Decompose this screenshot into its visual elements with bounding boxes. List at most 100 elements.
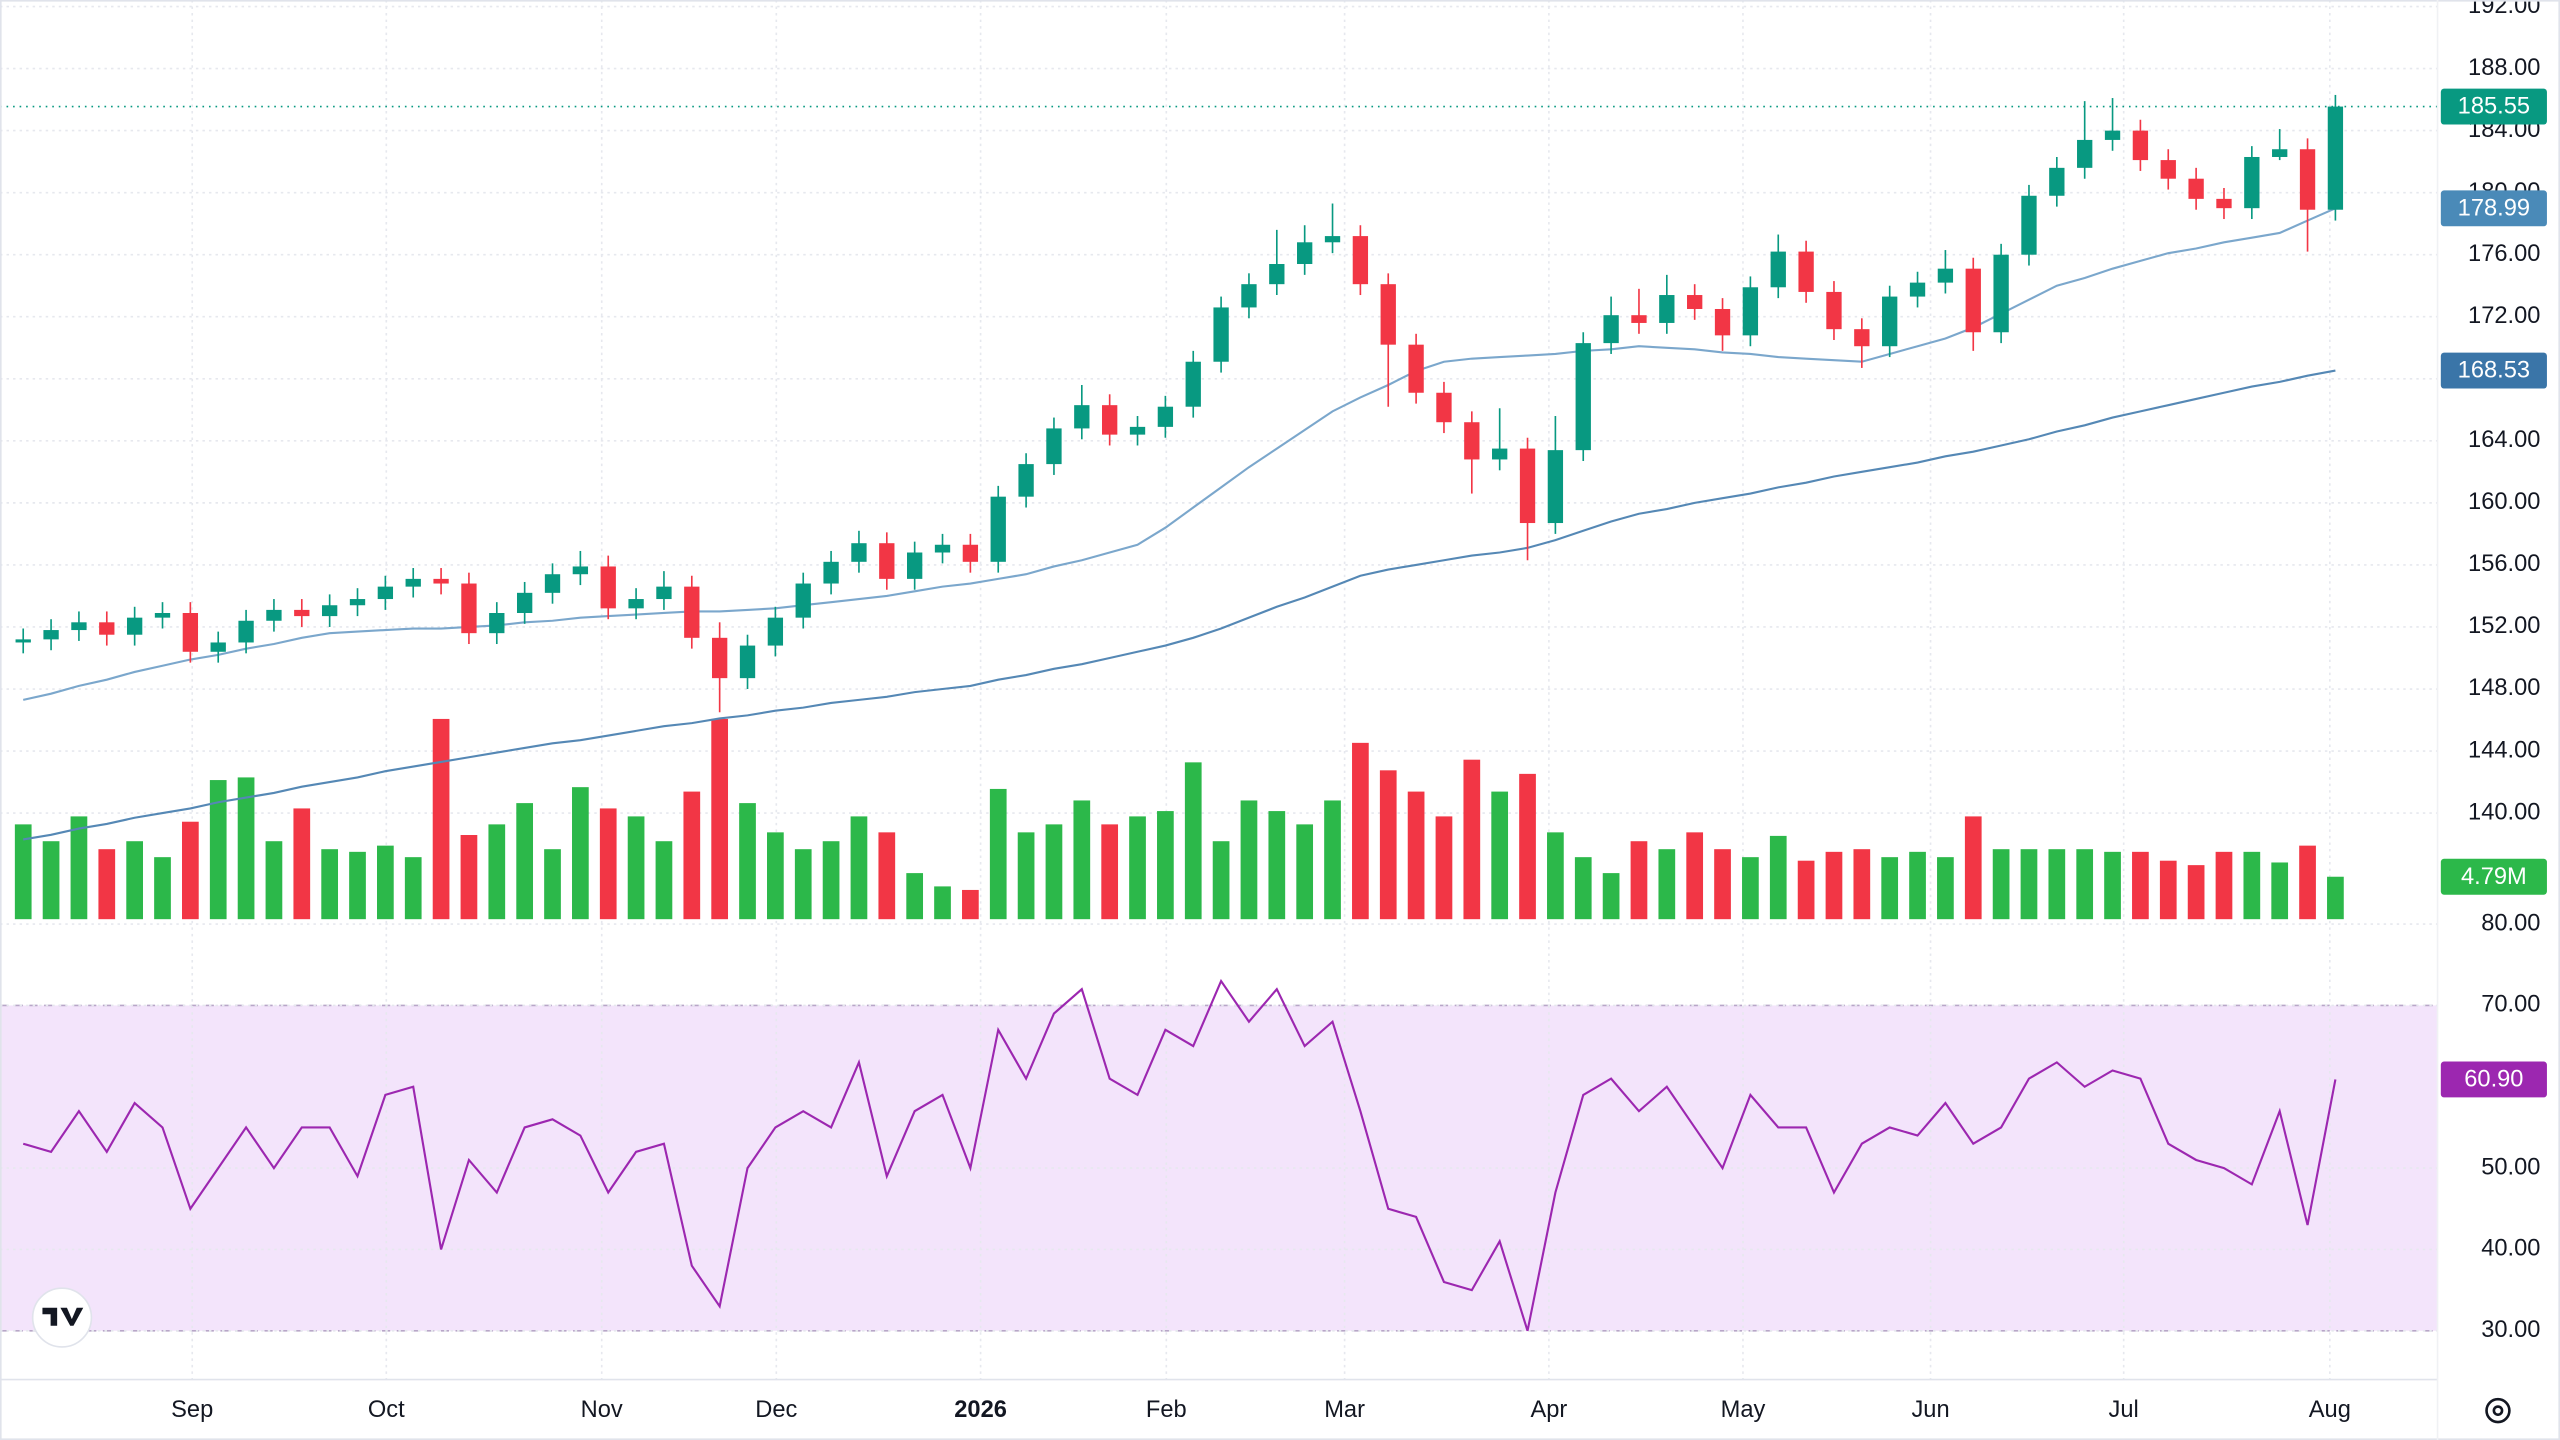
candle-body [2272, 149, 2288, 157]
volume-bar [2215, 851, 2233, 920]
volume-bar [1101, 824, 1119, 920]
volume-bar [822, 841, 840, 920]
candle-body [1380, 284, 1396, 345]
volume-bar [2299, 845, 2316, 920]
volume-bar [2104, 851, 2121, 920]
volume-bar [1324, 800, 1341, 920]
candle-body [15, 639, 31, 643]
candle-body [684, 586, 700, 638]
volume-bar [962, 889, 979, 920]
candle-body [2216, 198, 2232, 209]
volume-bar [1964, 816, 1982, 920]
rsi-tick-label: 80.00 [2481, 910, 2540, 936]
volume-bar [1937, 857, 1954, 920]
candle-body [1129, 426, 1146, 435]
rsi-tick-label: 30.00 [2481, 1317, 2540, 1343]
candle-body [43, 630, 59, 640]
candle-body [1659, 295, 1675, 323]
moving-average-line [22, 207, 2336, 701]
y-tick-label: 144.00 [2468, 737, 2540, 763]
volume-bar [1463, 759, 1481, 920]
volume-bar [404, 857, 422, 920]
candle-body [1547, 450, 1564, 524]
candle-body [851, 543, 867, 562]
candle-body [628, 599, 644, 609]
candle-body [377, 586, 394, 600]
volume-bar [1435, 816, 1453, 920]
volume-bar [655, 841, 673, 920]
volume-bar [1240, 800, 1258, 920]
last-price-value-box [2440, 88, 2547, 125]
candle-body [1993, 254, 2009, 333]
candle-body [2049, 167, 2065, 196]
moving-average-value-box [2440, 352, 2547, 389]
candle-body [1492, 448, 1508, 460]
settings-button[interactable] [2485, 1397, 2511, 1424]
gear-ring[interactable] [2485, 1397, 2511, 1424]
candle-body [1436, 392, 1452, 423]
candle-body [2104, 130, 2121, 140]
candle-body [405, 578, 421, 587]
y-tick-label: 164.00 [2468, 427, 2540, 453]
volume-bar [739, 803, 756, 920]
y-tick-label: 188.00 [2468, 55, 2540, 81]
volume-bar [265, 841, 283, 920]
volume-bar [70, 816, 88, 920]
y-tick-label: 156.00 [2468, 551, 2540, 577]
volume-bar [683, 791, 701, 920]
volume-bar [1825, 851, 1843, 920]
candle-body [321, 605, 338, 617]
x-tick-label: Dec [755, 1397, 797, 1423]
x-tick-label: 2026 [954, 1397, 1007, 1423]
x-tick-label: Jun [1911, 1397, 1949, 1423]
volume-value-box [2440, 858, 2547, 895]
candle-body [1102, 405, 1118, 435]
rsi-tick-label: 50.00 [2481, 1154, 2540, 1180]
moving-average-value: 178.99 [2458, 195, 2530, 221]
volume-bar [1017, 832, 1035, 920]
volume-bar [1909, 851, 1926, 920]
volume-bar [2327, 876, 2344, 920]
candle-body [489, 613, 505, 634]
logo-glyph [42, 1307, 84, 1326]
volume-bar [599, 808, 617, 920]
volume-bar [182, 821, 199, 920]
candle-body [600, 566, 616, 609]
volume-bar [42, 841, 60, 920]
candle-body [1826, 291, 1842, 330]
candle-body [990, 496, 1006, 562]
volume-bar [878, 832, 896, 920]
volume-bar [794, 849, 812, 920]
volume-bar [1519, 773, 1536, 920]
x-tick-label: Feb [1146, 1397, 1187, 1423]
tradingview-logo[interactable] [31, 1287, 93, 1348]
volume-bar [1602, 873, 1620, 920]
candle-body [739, 645, 756, 679]
volume-bar [2048, 849, 2066, 920]
volume-bar [98, 849, 116, 920]
x-tick-label: Nov [581, 1397, 623, 1423]
volume-bar [1212, 841, 1230, 920]
y-tick-label: 152.00 [2468, 613, 2540, 639]
candle-body [154, 613, 171, 618]
candle-body [516, 592, 533, 614]
candle-body [2077, 139, 2093, 168]
candle-body [1965, 268, 1981, 333]
volume-bar [1268, 811, 1286, 920]
candle-body [2188, 178, 2204, 199]
volume-bar [1853, 849, 1871, 920]
x-tick-label: Sep [171, 1397, 213, 1423]
volume-bar [349, 851, 366, 920]
rsi-line [22, 978, 2337, 1332]
volume-bar [1129, 816, 1146, 920]
volume-bar [767, 832, 784, 920]
logo-badge[interactable] [31, 1287, 93, 1348]
candle-body [1046, 428, 1062, 465]
rsi-value: 60.90 [2464, 1067, 2523, 1093]
volume-bar [711, 718, 729, 920]
candle-body [1603, 315, 1619, 344]
moving-average-line [23, 369, 2336, 841]
candle-body [572, 566, 589, 575]
volume-bar [2243, 851, 2261, 920]
